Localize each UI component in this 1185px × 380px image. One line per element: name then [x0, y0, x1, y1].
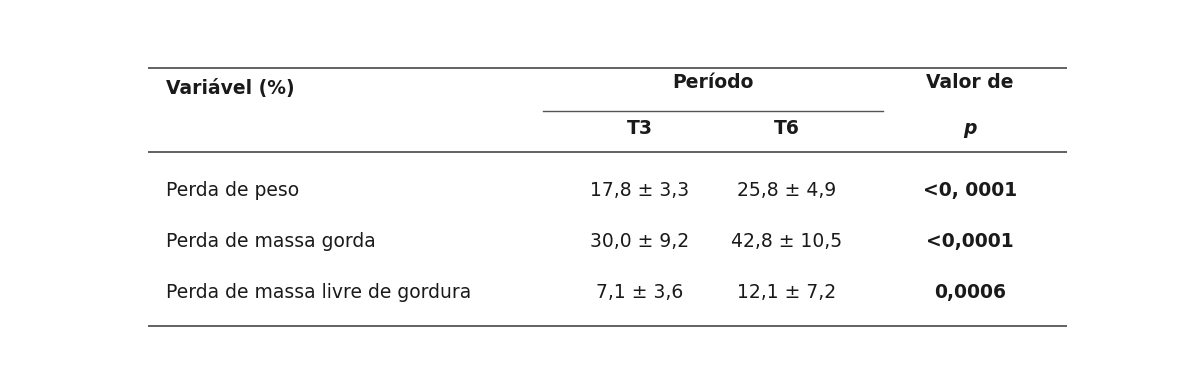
- Text: 30,0 ± 9,2: 30,0 ± 9,2: [590, 232, 688, 251]
- Text: Perda de peso: Perda de peso: [166, 181, 300, 200]
- Text: Variável (%): Variável (%): [166, 79, 295, 98]
- Text: 17,8 ± 3,3: 17,8 ± 3,3: [590, 181, 688, 200]
- Text: <0, 0001: <0, 0001: [923, 181, 1017, 200]
- Text: Perda de massa gorda: Perda de massa gorda: [166, 232, 377, 251]
- Text: 12,1 ± 7,2: 12,1 ± 7,2: [737, 283, 835, 302]
- Text: Período: Período: [672, 73, 754, 92]
- Text: 0,0006: 0,0006: [934, 283, 1006, 302]
- Text: T3: T3: [627, 119, 653, 138]
- Text: 7,1 ± 3,6: 7,1 ± 3,6: [596, 283, 683, 302]
- Text: 25,8 ± 4,9: 25,8 ± 4,9: [737, 181, 837, 200]
- Text: Perda de massa livre de gordura: Perda de massa livre de gordura: [166, 283, 472, 302]
- Text: p: p: [963, 119, 976, 138]
- Text: Valor de: Valor de: [927, 73, 1014, 92]
- Text: 42,8 ± 10,5: 42,8 ± 10,5: [731, 232, 843, 251]
- Text: T6: T6: [774, 119, 800, 138]
- Text: <0,0001: <0,0001: [927, 232, 1014, 251]
